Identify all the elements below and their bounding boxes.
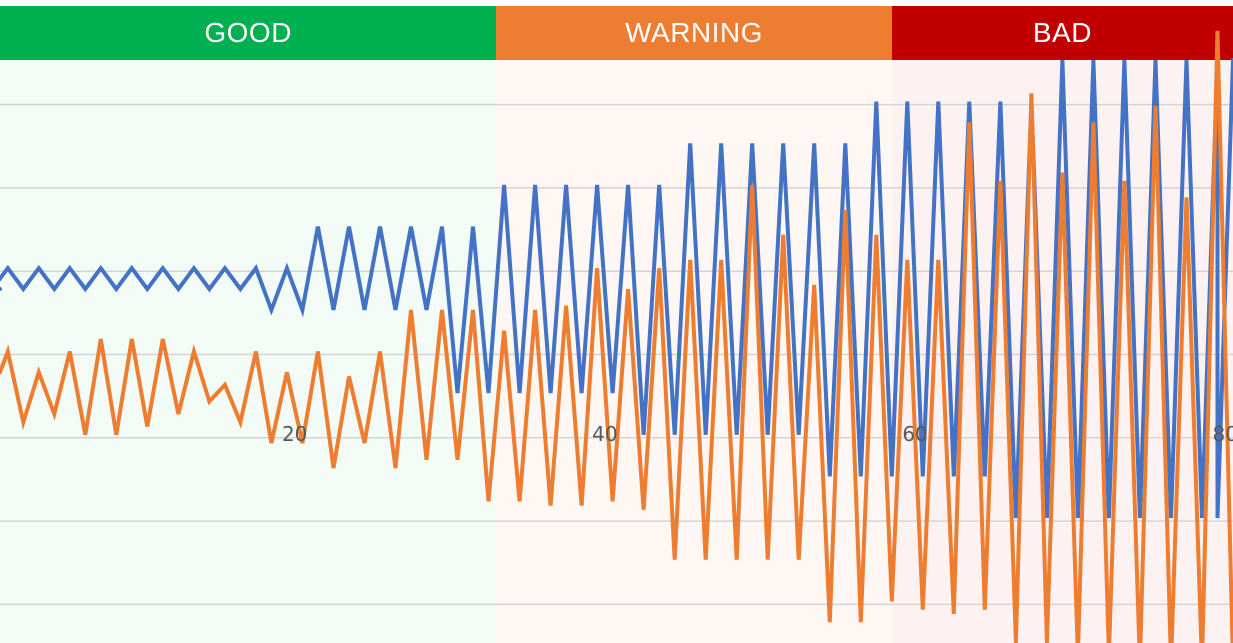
x-axis-ticks: 20 40 60 80 bbox=[282, 422, 1233, 446]
x-tick-label-20: 20 bbox=[282, 422, 307, 446]
zone-background-0 bbox=[0, 60, 497, 643]
series-lines bbox=[0, 30, 1233, 643]
zone-good-label: GOOD bbox=[204, 17, 292, 48]
x-tick-label-60: 60 bbox=[902, 422, 927, 446]
zone-warning-label: WARNING bbox=[625, 17, 763, 48]
x-tick-label-80: 80 bbox=[1213, 422, 1233, 446]
x-tick-label-40: 40 bbox=[592, 422, 617, 446]
zone-bad-header: BAD bbox=[891, 6, 1233, 60]
zone-good-header: GOOD bbox=[0, 6, 497, 60]
zone-warning-header: WARNING bbox=[496, 6, 892, 60]
zone-bad-label: BAD bbox=[1032, 17, 1092, 48]
series-line-1 bbox=[0, 30, 1233, 643]
